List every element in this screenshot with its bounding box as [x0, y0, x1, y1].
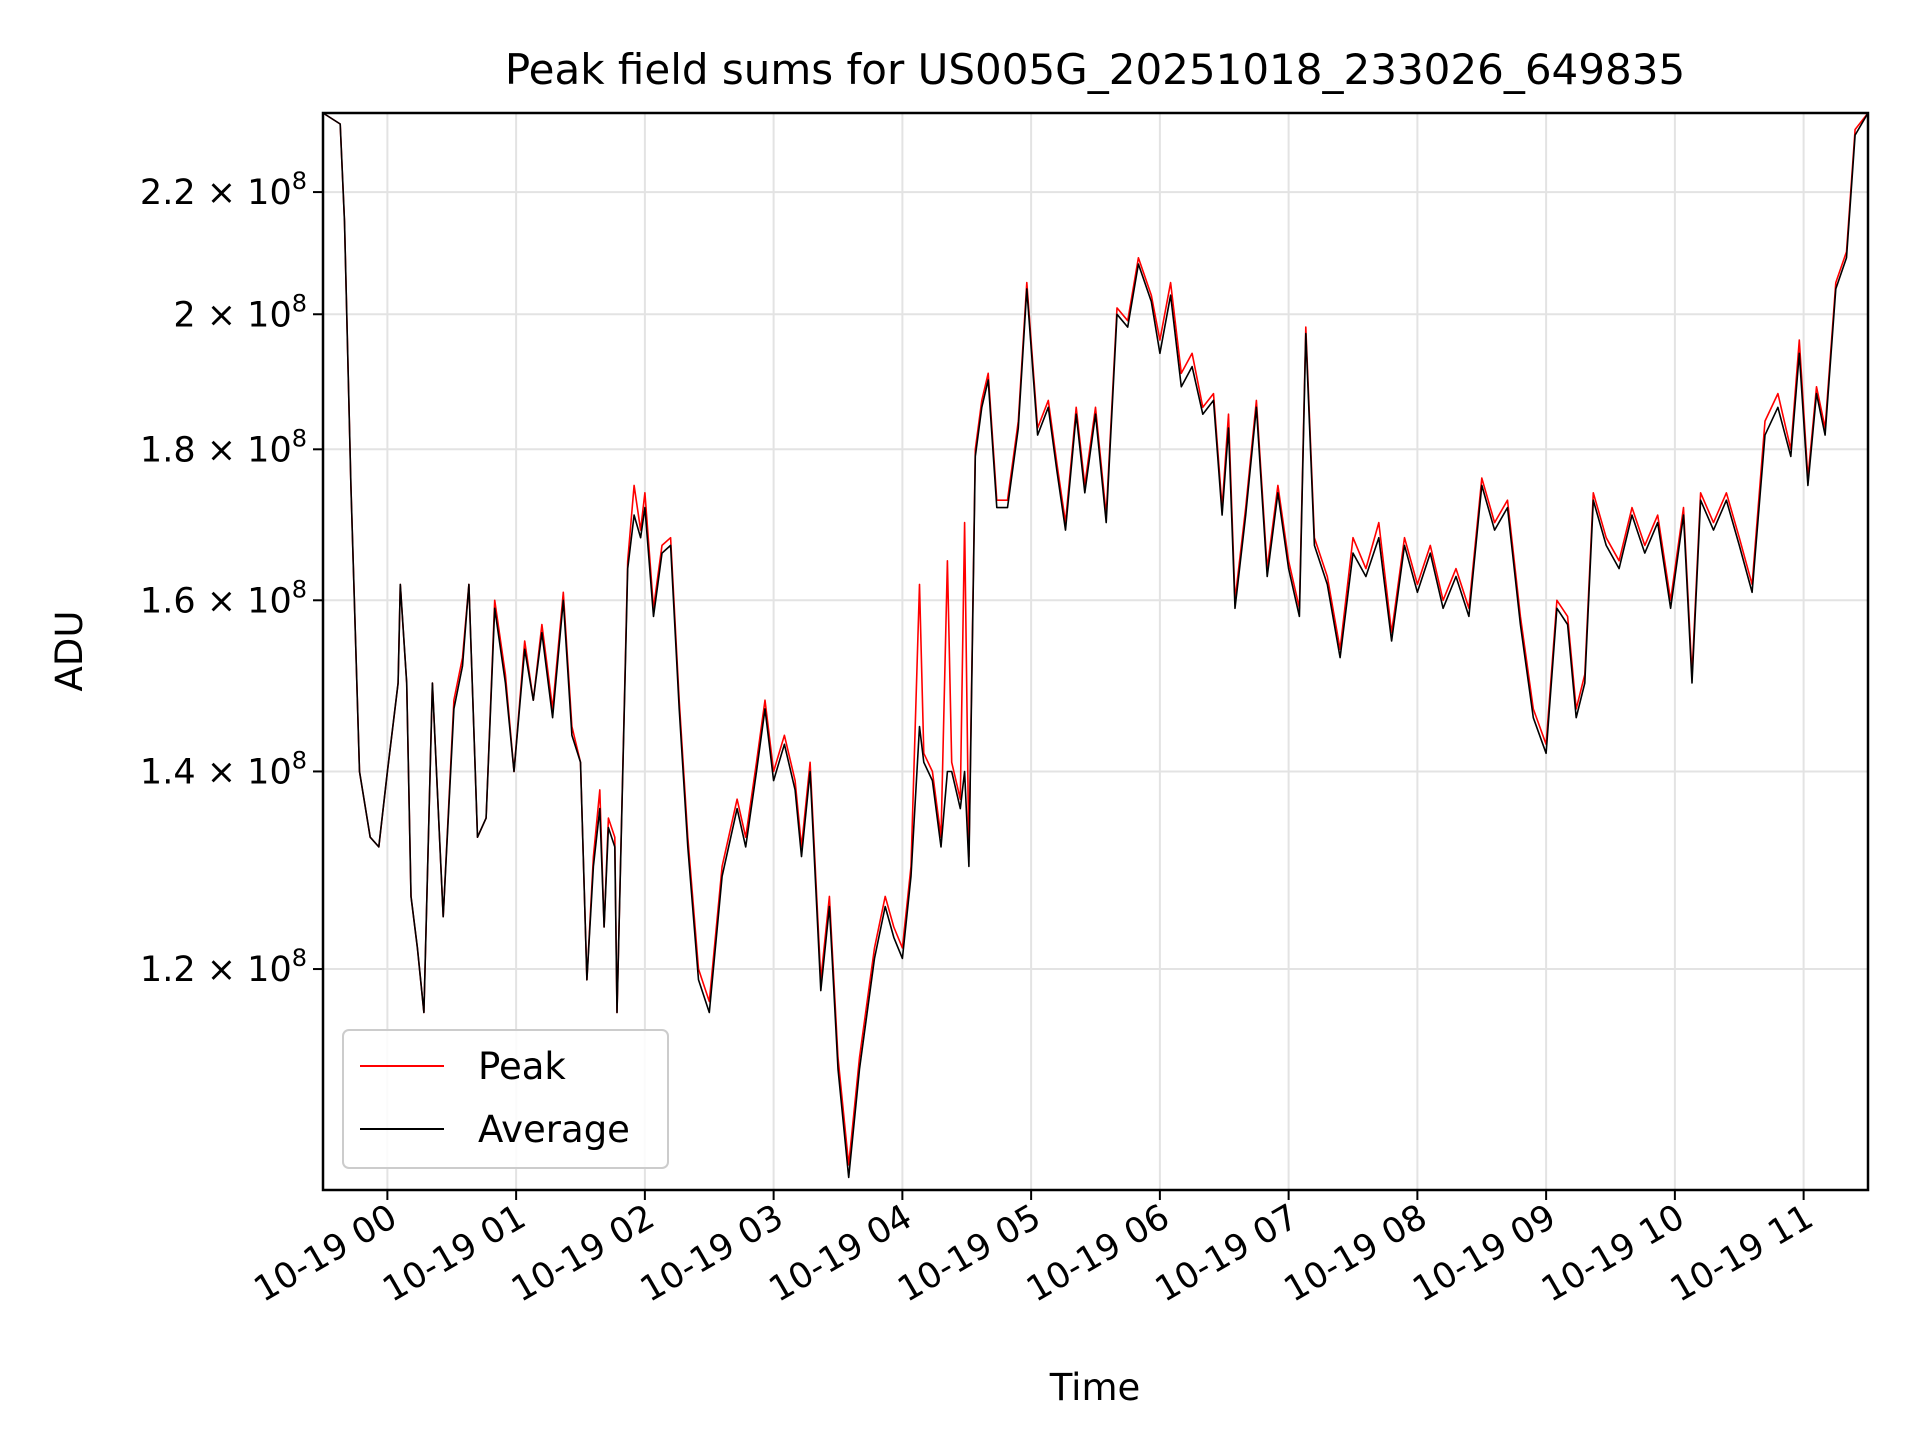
legend: Peak Average: [342, 1029, 669, 1169]
y-tick-label: 1.4 × 108: [140, 746, 307, 792]
chart-title: Peak field sums for US005G_20251018_2330…: [505, 45, 1685, 94]
plot-frame: [321, 111, 1870, 1192]
legend-label-average: Average: [478, 1108, 630, 1151]
x-axis-label: Time: [1049, 1366, 1141, 1409]
y-tick-label: 2.2 × 108: [140, 167, 307, 213]
y-tick-label: 1.8 × 108: [140, 424, 307, 470]
legend-label-peak: Peak: [478, 1045, 566, 1088]
y-tick-label: 1.6 × 108: [140, 575, 307, 621]
series-line-average: [322, 112, 1869, 1179]
grid: [323, 113, 1868, 1190]
legend-box: [342, 1029, 669, 1169]
y-axis-ticks: 1.2 × 108 1.4 × 108 1.6 × 108 1.8 × 108 2 × …: [140, 167, 323, 990]
series-layer: [322, 112, 1869, 1179]
y-tick-label: 1.2 × 108: [140, 944, 307, 990]
y-tick-label: 2 × 108: [173, 289, 307, 335]
y-axis-label: ADU: [48, 611, 91, 692]
